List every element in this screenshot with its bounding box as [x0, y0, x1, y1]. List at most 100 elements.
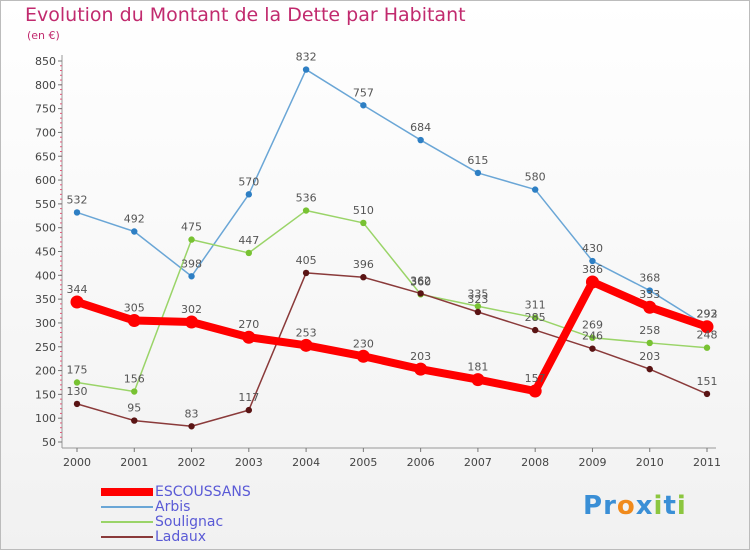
- data-label: 684: [410, 121, 431, 134]
- data-label: 203: [410, 350, 431, 363]
- data-point: [474, 169, 482, 177]
- legend-swatch: [101, 521, 153, 523]
- data-label: 368: [639, 272, 660, 285]
- legend-swatch: [101, 536, 153, 538]
- data-point: [302, 207, 310, 214]
- y-tick-label: 300: [35, 317, 56, 330]
- legend-item: Arbis: [101, 500, 190, 514]
- logo-letter: x: [635, 491, 654, 521]
- data-label: 362: [410, 274, 431, 287]
- data-label: 156: [124, 373, 145, 386]
- y-tick-label: 700: [35, 126, 56, 139]
- series-line: [73, 277, 711, 396]
- x-tick-label: 2007: [464, 456, 492, 469]
- x-tick-label: 2009: [578, 456, 606, 469]
- data-label: 151: [697, 375, 718, 388]
- data-label: 293: [697, 307, 718, 320]
- data-point: [188, 236, 195, 243]
- data-label: 398: [181, 257, 202, 270]
- y-tick-label: 800: [35, 79, 56, 92]
- data-point: [360, 102, 367, 109]
- data-label: 83: [185, 407, 199, 420]
- data-label: 396: [353, 258, 374, 271]
- data-label: 181: [467, 361, 488, 374]
- y-tick-label: 100: [35, 412, 56, 425]
- data-label: 246: [582, 330, 603, 343]
- chart-data-labels: 344 305 302 270 253 230 203 181 157 386 333 292 532 4…: [67, 51, 718, 421]
- data-label: 570: [238, 175, 259, 188]
- series-line: [76, 272, 708, 428]
- y-tick-label: 250: [35, 341, 56, 354]
- data-point: [417, 136, 424, 144]
- data-label: 285: [525, 311, 546, 324]
- data-label: 430: [582, 242, 603, 255]
- data-point: [188, 273, 195, 280]
- data-point: [646, 339, 653, 347]
- data-label: 269: [582, 319, 603, 332]
- data-label: 532: [67, 193, 88, 206]
- x-tick-label: 2001: [120, 456, 148, 469]
- data-label: 386: [582, 263, 603, 276]
- legend-item: Ladaux: [101, 530, 206, 544]
- data-label: 130: [67, 385, 88, 398]
- data-label: 305: [124, 302, 145, 315]
- data-point: [474, 308, 482, 316]
- legend-label: Ladaux: [155, 529, 207, 545]
- y-tick-label: 600: [35, 174, 56, 187]
- data-point: [585, 275, 599, 289]
- data-label: 175: [67, 363, 88, 376]
- chart-title: Evolution du Montant de la Dette par Hab…: [25, 4, 466, 26]
- data-point: [131, 417, 138, 424]
- data-label: 615: [467, 154, 488, 167]
- y-tick-label: 550: [35, 198, 56, 211]
- y-tick-label: 350: [35, 293, 56, 306]
- data-point: [73, 379, 81, 386]
- data-point: [646, 287, 653, 294]
- data-label: 157: [525, 372, 546, 385]
- data-label: 203: [639, 350, 660, 363]
- data-label: 757: [353, 86, 374, 99]
- data-point: [360, 219, 367, 227]
- data-point: [414, 362, 428, 376]
- data-point: [188, 423, 195, 430]
- x-tick-label: 2003: [235, 456, 263, 469]
- data-point: [360, 274, 367, 281]
- data-point: [73, 400, 81, 408]
- data-label: 248: [697, 329, 718, 342]
- data-point: [242, 330, 256, 344]
- data-label: 302: [181, 303, 202, 316]
- series-line: [76, 209, 708, 393]
- legend-swatch: [101, 506, 153, 508]
- data-point: [131, 388, 138, 395]
- data-label: 311: [525, 299, 546, 312]
- data-point: [531, 326, 539, 334]
- data-label: 405: [296, 254, 317, 267]
- legend-label: Soulignac: [155, 514, 224, 530]
- x-tick-label: 2008: [521, 456, 549, 469]
- data-point: [474, 303, 482, 310]
- data-label: 492: [124, 212, 145, 225]
- data-point: [245, 249, 253, 257]
- data-point: [245, 406, 253, 414]
- x-tick-label: 2000: [63, 456, 91, 469]
- data-label: 292: [697, 308, 718, 321]
- data-point: [70, 295, 84, 309]
- data-label: 253: [296, 326, 317, 339]
- data-point: [703, 390, 711, 398]
- data-point: [302, 269, 310, 277]
- data-point: [299, 338, 313, 352]
- y-tick-label: 450: [35, 246, 56, 259]
- data-point: [700, 320, 714, 334]
- x-tick-label: 2006: [407, 456, 435, 469]
- legend-item: ESCOUSSANS: [101, 485, 251, 499]
- data-point: [245, 191, 253, 198]
- data-point: [589, 345, 596, 352]
- chart-axes: 50 100 150 200 250 300 350 400 450 500 550 600 650 70…: [35, 55, 721, 469]
- data-point: [589, 334, 596, 341]
- y-tick-label: 200: [35, 365, 56, 378]
- chart-unit-label: (en €): [27, 29, 60, 42]
- logo-letter: r: [603, 491, 617, 521]
- chart-series-lines: [70, 66, 714, 430]
- series-line: [76, 68, 708, 328]
